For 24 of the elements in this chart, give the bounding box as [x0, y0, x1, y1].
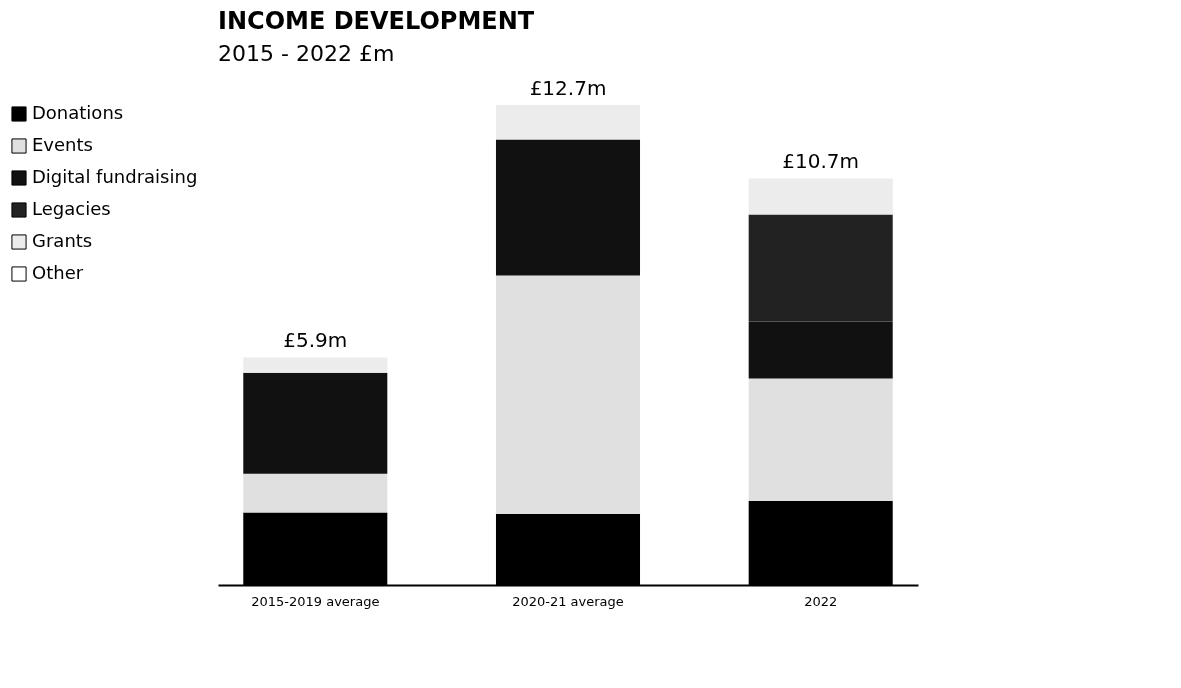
bar [748, 321, 893, 379]
x-tick-label: 2022 [804, 593, 838, 609]
legend-label: Grants [32, 230, 93, 251]
x-tick-label: 2015-2019 average [251, 593, 380, 609]
annotation: £12.7m [529, 76, 607, 100]
annotation: £5.9m [283, 328, 348, 353]
bar [243, 473, 388, 513]
bar [495, 105, 641, 140]
bar [748, 178, 893, 215]
legend-label: Donations [32, 102, 124, 123]
legend-label: Other [32, 262, 84, 283]
bar [243, 357, 388, 373]
chart-subtitle: 2015 - 2022 £m [218, 41, 395, 66]
legend-label: Events [32, 134, 93, 155]
bar [748, 214, 893, 322]
chart-title: INCOME DEVELOPMENT [218, 7, 535, 35]
bar [495, 275, 641, 514]
bar [243, 372, 388, 474]
annotation: £10.7m [782, 149, 860, 174]
bar [748, 378, 893, 501]
bar [495, 139, 641, 276]
legend-label: Digital fundraising [32, 166, 198, 187]
legend-label: Legacies [32, 198, 111, 219]
x-tick-label: 2020-21 average [512, 593, 624, 609]
